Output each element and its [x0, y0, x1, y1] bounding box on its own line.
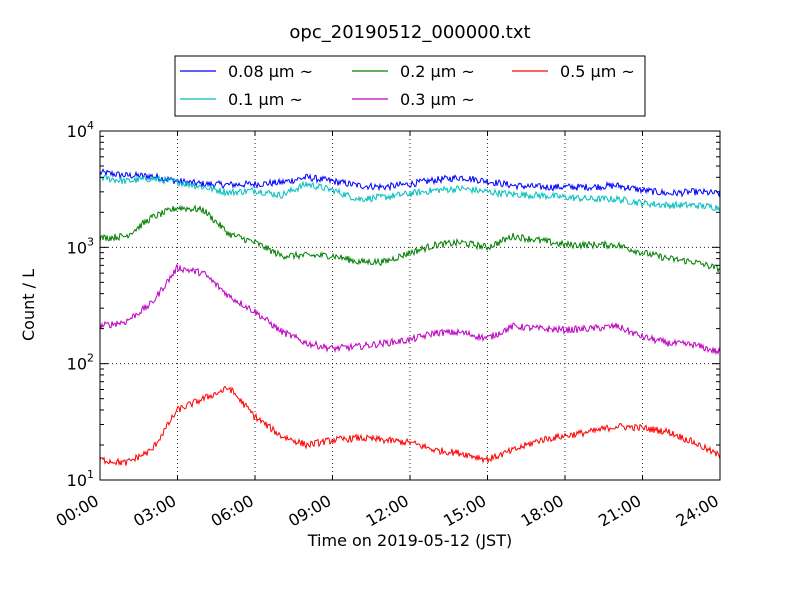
legend-label: 0.1 μm ~	[228, 90, 303, 109]
y-tick-label: 103	[67, 235, 94, 257]
y-tick-label: 101	[67, 468, 94, 490]
x-tick-label: 18:00	[518, 491, 567, 531]
legend-box	[174, 55, 646, 117]
series-line	[99, 263, 721, 356]
legend-label: 0.3 μm ~	[400, 90, 475, 109]
y-tick-label: 104	[67, 119, 94, 141]
y-tick-label: 102	[67, 352, 94, 374]
legend-label: 0.08 μm ~	[228, 62, 313, 81]
x-axis-label: Time on 2019-05-12 (JST)	[307, 531, 512, 550]
series-line	[99, 174, 721, 212]
x-tick-label: 09:00	[285, 491, 334, 531]
x-tick-label: 21:00	[595, 491, 644, 531]
plot-area	[100, 131, 720, 480]
x-tick-label: 24:00	[673, 491, 722, 531]
y-axis-label: Count / L	[19, 269, 38, 341]
series-line	[99, 204, 721, 273]
x-tick-label: 06:00	[208, 491, 257, 531]
legend-label: 0.5 μm ~	[560, 62, 635, 81]
series-line	[99, 168, 721, 198]
x-tick-label: 15:00	[440, 491, 489, 531]
chart-title: opc_20190512_000000.txt	[289, 22, 530, 43]
x-tick-label: 03:00	[130, 491, 179, 531]
legend: 0.08 μm ~ 0.1 μm ~ 0.2 μm ~ 0.3 μm ~ 0.5 μm …	[174, 55, 646, 117]
series-line	[99, 385, 721, 467]
x-tick-label: 12:00	[363, 491, 412, 531]
series-lines	[99, 168, 721, 467]
x-tick-label: 00:00	[53, 491, 102, 531]
legend-label: 0.2 μm ~	[400, 62, 475, 81]
